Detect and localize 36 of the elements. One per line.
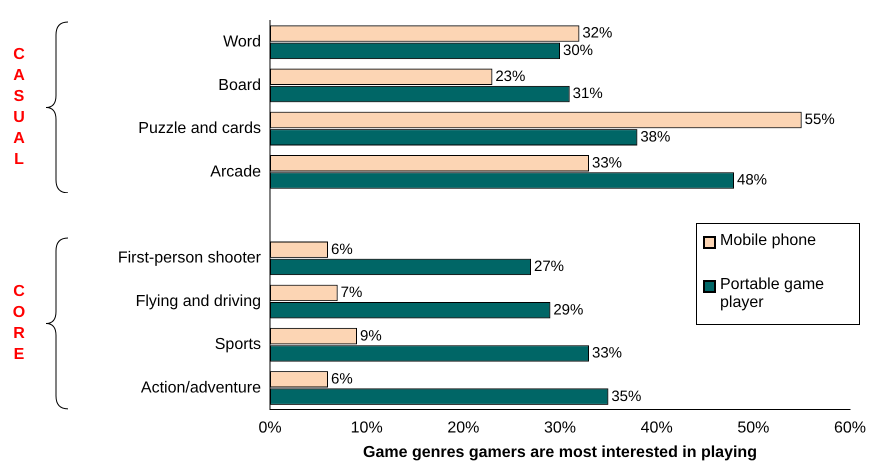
data-label: 32%: [582, 24, 612, 42]
data-label: 6%: [331, 370, 353, 388]
data-label: 6%: [331, 240, 353, 258]
y-tick-label: Action/adventure: [140, 379, 262, 396]
x-tick-label: 40%: [640, 420, 673, 437]
y-tick-label: Word: [223, 34, 261, 51]
data-label: 55%: [804, 111, 835, 128]
data-label: 38%: [640, 128, 670, 146]
y-tick-label: Puzzle and cards: [138, 120, 261, 138]
x-tick-label: 0%: [258, 420, 282, 437]
data-label: 29%: [553, 301, 584, 318]
y-tick-label: Sports: [214, 336, 261, 354]
y-tick-label: Arcade: [210, 163, 262, 180]
x-tick-label: 20%: [447, 420, 480, 437]
x-tick-label: 50%: [737, 420, 770, 437]
data-label: 27%: [534, 258, 564, 276]
data-label: 30%: [563, 42, 594, 59]
text: CORE: [12, 282, 26, 366]
data-label: 9%: [360, 327, 382, 344]
x-tick-label: 10%: [350, 420, 383, 437]
x-tick-label: 30%: [544, 420, 576, 437]
data-label: 31%: [572, 85, 603, 102]
y-tick-label: First-person shooter: [118, 250, 262, 267]
y-tick-label: Flying and driving: [136, 292, 261, 310]
y-tick-label: Board: [218, 76, 261, 94]
data-label: 7%: [340, 284, 362, 302]
legend-label: Portable game player: [720, 276, 826, 312]
text: CASUAL: [12, 45, 26, 170]
data-label: 23%: [495, 68, 526, 85]
data-label: 35%: [611, 388, 642, 405]
x-tick-label: 60%: [834, 420, 866, 437]
data-label: 33%: [592, 344, 622, 362]
data-label: 33%: [592, 154, 622, 172]
legend-label: Mobile phone: [720, 232, 816, 250]
data-label: 48%: [737, 172, 768, 189]
x-axis-title: Game genres gamers are most interested in playing: [363, 444, 757, 461]
